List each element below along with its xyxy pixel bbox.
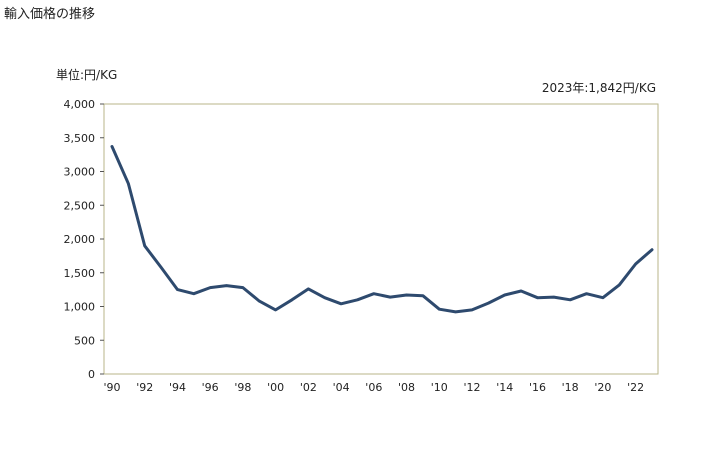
data-point	[503, 293, 506, 297]
data-point	[470, 308, 474, 312]
chart-title: 輸入価格の推移	[4, 7, 96, 22]
data-point	[143, 244, 146, 247]
y-axis: 0 500 1,000 1,500 2,000 2,500 3,000 3,500 4,000	[64, 98, 104, 381]
data-point	[127, 182, 130, 185]
x-tick-label: '14	[496, 381, 513, 394]
y-tick-label: 1,500	[64, 267, 96, 280]
data-point	[487, 301, 490, 305]
x-tick-label: '18	[562, 381, 579, 394]
data-point	[176, 288, 179, 291]
data-point	[290, 298, 294, 301]
x-axis: '90 '92 '94 '96 '98 '00 '02 '04 '06 '08 '10 '12 '14 '…	[103, 381, 644, 394]
data-point	[405, 293, 408, 297]
data-point	[159, 266, 163, 269]
x-tick-label: '20	[594, 381, 611, 394]
data-point	[421, 294, 425, 297]
latest-value-label: 2023年:1,842円/KG	[541, 81, 656, 95]
data-point	[372, 292, 376, 295]
x-tick-label: '96	[202, 381, 219, 394]
data-point	[388, 295, 392, 299]
y-tick-label: 4,000	[64, 98, 96, 111]
y-tick-label: 1,000	[64, 301, 96, 314]
data-point	[650, 248, 654, 251]
data-point	[454, 310, 457, 314]
y-axis-unit-label: 単位:円/KG	[56, 68, 118, 82]
y-tick-label: 2,500	[64, 199, 96, 212]
x-tick-label: '04	[333, 381, 350, 394]
data-point	[110, 145, 114, 148]
data-point	[552, 295, 556, 299]
data-point	[241, 286, 245, 289]
data-point	[601, 296, 605, 299]
data-points	[110, 145, 654, 314]
x-tick-label: '02	[300, 381, 317, 394]
data-point	[618, 283, 621, 287]
data-point	[323, 296, 326, 299]
data-point	[585, 292, 588, 295]
x-tick-label: '00	[267, 381, 284, 394]
plot-area	[103, 103, 659, 375]
y-tick-label: 3,500	[64, 132, 96, 145]
y-tick-label: 3,000	[64, 166, 96, 179]
data-point	[339, 302, 343, 305]
x-tick-label: '16	[529, 381, 546, 394]
y-tick-label: 500	[74, 334, 95, 347]
y-tick-label: 2,000	[64, 233, 96, 246]
x-tick-label: '98	[234, 381, 251, 394]
data-point	[192, 292, 196, 295]
data-point	[568, 298, 572, 301]
data-point	[536, 296, 539, 299]
data-point	[307, 287, 310, 291]
x-tick-label: '22	[627, 381, 644, 394]
data-point	[258, 299, 261, 303]
x-tick-label: '08	[398, 381, 415, 394]
data-point	[225, 284, 228, 287]
x-tick-label: '10	[431, 381, 448, 394]
x-tick-label: '90	[103, 381, 120, 394]
x-tick-label: '06	[365, 381, 382, 394]
series-line	[110, 145, 654, 314]
data-point	[634, 262, 637, 266]
data-point	[356, 298, 359, 301]
x-tick-label: '92	[136, 381, 153, 394]
data-point	[438, 308, 441, 311]
x-tick-label: '94	[169, 381, 186, 394]
x-tick-label: '12	[463, 381, 480, 394]
data-point	[274, 308, 277, 312]
data-point	[519, 289, 523, 293]
data-point	[208, 286, 212, 289]
y-tick-label: 0	[88, 368, 95, 381]
